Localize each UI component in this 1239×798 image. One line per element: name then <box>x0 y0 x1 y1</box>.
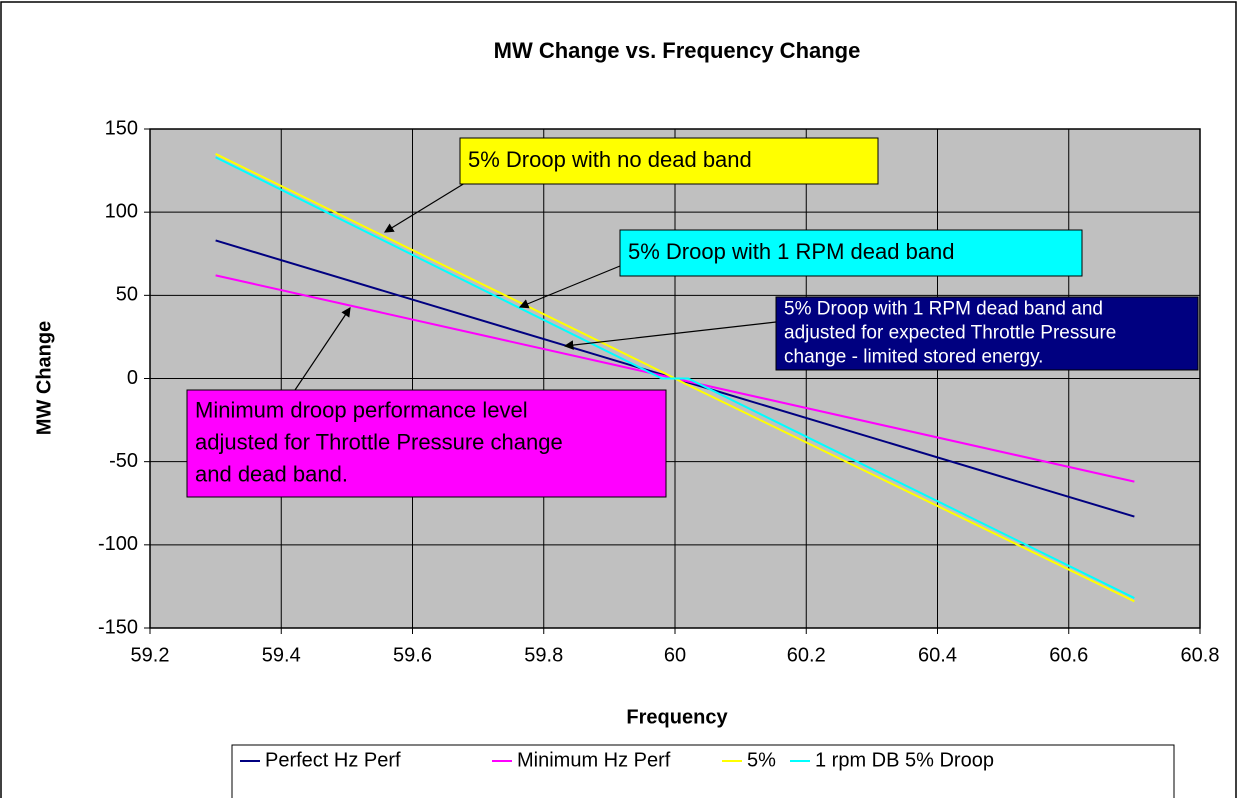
annotation-box <box>619 229 1083 277</box>
legend-label: Perfect Hz Perf <box>265 749 401 771</box>
annotation-text: adjusted for Throttle Pressure change <box>195 429 563 454</box>
annotation-box <box>186 389 667 498</box>
x-tick-label: 59.4 <box>262 644 301 666</box>
x-tick-label: 59.2 <box>131 644 170 666</box>
legend-label: 1 rpm DB 5% Droop <box>815 749 994 771</box>
annotation-arrow <box>383 182 466 233</box>
annotation-text: and dead band. <box>195 461 348 486</box>
annotation-text: change - limited stored energy. <box>784 347 1043 368</box>
legend-label: 5% <box>747 749 776 771</box>
y-axis-label: MW Change <box>33 321 55 435</box>
annotation-text: adjusted for expected Throttle Pressure <box>784 323 1116 344</box>
series-line <box>215 156 1135 599</box>
annotation-text: 5% Droop with 1 RPM dead band and <box>784 299 1103 320</box>
y-tick-label: -150 <box>98 616 138 638</box>
annotation-text: 5% Droop with no dead band <box>468 147 752 172</box>
annotation-box <box>775 296 1199 371</box>
y-tick-label: 100 <box>105 200 138 222</box>
y-tick-label: 50 <box>116 284 138 306</box>
x-tick-label: 60.6 <box>1049 644 1088 666</box>
legend-box <box>231 744 1175 798</box>
annotation-arrow <box>518 265 621 309</box>
y-tick-label: 0 <box>127 367 138 389</box>
x-tick-label: 60.2 <box>787 644 826 666</box>
plot-border <box>149 128 1201 629</box>
annotation-arrow <box>294 307 351 391</box>
chart-title: MW Change vs. Frequency Change <box>494 38 861 63</box>
annotation-arrow <box>563 321 777 350</box>
y-tick-label: -50 <box>109 450 138 472</box>
x-tick-label: 60 <box>664 644 686 666</box>
x-tick-label: 60.4 <box>918 644 957 666</box>
annotation-text: 5% Droop with 1 RPM dead band <box>628 239 955 264</box>
y-tick-label: 150 <box>105 117 138 139</box>
annotation-text: Minimum droop performance level <box>195 397 528 422</box>
y-tick-label: -100 <box>98 533 138 555</box>
x-tick-label: 59.6 <box>393 644 432 666</box>
x-axis-label: Frequency <box>626 706 728 728</box>
x-tick-label: 60.8 <box>1181 644 1220 666</box>
annotation-box <box>459 137 879 185</box>
legend-label: Minimum Hz Perf <box>517 749 671 771</box>
x-tick-label: 59.8 <box>524 644 563 666</box>
